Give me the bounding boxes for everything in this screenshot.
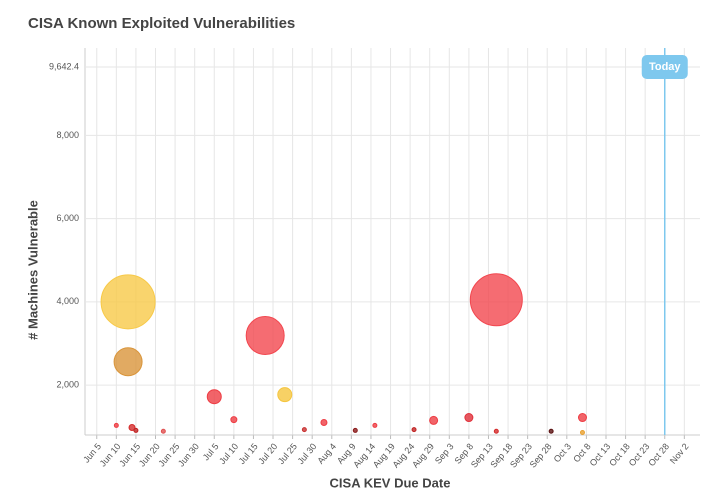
x-tick-label: Jul 25: [276, 441, 299, 466]
x-tick-label: Jun 30: [176, 441, 201, 468]
bubble: [548, 428, 554, 434]
x-tick-label: Sep 28: [528, 441, 554, 469]
x-tick-label: Oct 3: [552, 441, 573, 464]
bubble: [372, 422, 378, 428]
chart-title: CISA Known Exploited Vulnerabilities: [28, 15, 295, 32]
bubble: [128, 424, 136, 432]
y-tick-label: 9,642.4: [49, 61, 79, 71]
x-tick-label: Jul 30: [295, 441, 318, 466]
bubble: [100, 274, 156, 330]
bubble: [245, 316, 285, 356]
y-tick-label: 4,000: [56, 296, 79, 306]
x-tick-label: Nov 2: [668, 441, 691, 465]
x-tick-label: Sep 3: [433, 441, 456, 465]
bubble: [277, 387, 293, 403]
y-axis-title: # Machines Vulnerable: [25, 200, 40, 340]
x-tick-label: Jul 15: [237, 441, 260, 466]
x-tick-label: Jul 20: [256, 441, 279, 466]
bubble: [469, 273, 523, 327]
bubble: [429, 415, 439, 425]
bubble: [464, 413, 474, 423]
bubble: [301, 427, 307, 433]
bubble: [577, 413, 587, 423]
bubble: [230, 416, 238, 424]
bubble: [113, 347, 143, 377]
y-tick-label: 6,000: [56, 213, 79, 223]
bubble: [411, 427, 417, 433]
x-tick-label: Aug 4: [315, 441, 338, 465]
bubble: [320, 419, 328, 427]
x-tick-label: Oct 28: [646, 441, 671, 468]
x-axis-title: CISA KEV Due Date: [330, 475, 451, 490]
x-tick-label: Jul 10: [217, 441, 240, 466]
today-label: Today: [649, 61, 681, 73]
today-badge: [641, 55, 688, 79]
bubble: [133, 427, 139, 433]
y-tick-label: 8,000: [56, 130, 79, 140]
y-tick-label: 2,000: [56, 379, 79, 389]
bubble: [493, 428, 499, 434]
x-tick-label: Aug 29: [410, 441, 436, 469]
bubble: [352, 427, 358, 433]
bubble: [113, 422, 119, 428]
bubble: [579, 430, 585, 436]
bubble: [160, 428, 166, 434]
bubble: [206, 389, 222, 405]
